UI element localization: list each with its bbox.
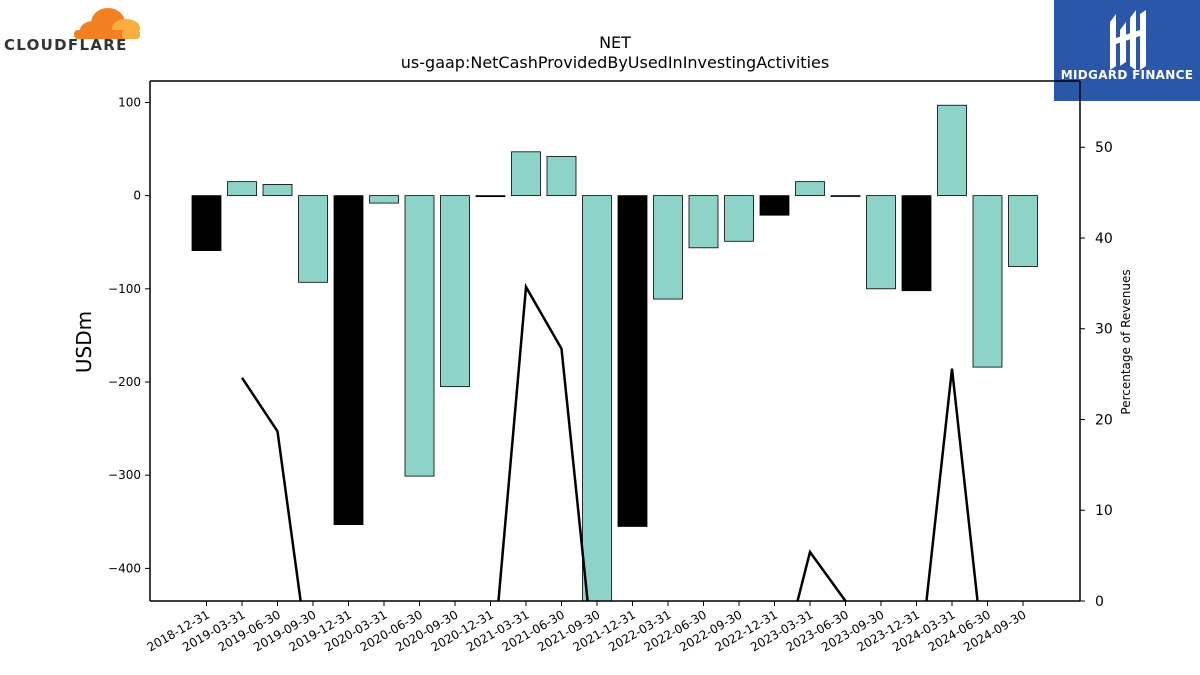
y-tick-label: −300 [108,468,141,482]
y-axis-label: USDm [72,311,96,373]
bar [298,195,328,283]
y-tick-label: 0 [133,189,141,203]
midgard-finance-mark-icon [1054,0,1200,101]
bar [227,181,257,197]
y2-tick-label: 30 [1095,322,1113,338]
bar [546,156,577,197]
bar [404,195,435,477]
y2-tick-label: 10 [1095,503,1113,519]
bar [191,195,222,252]
revenue-percentage-line [240,377,302,601]
bar [653,195,683,300]
bar [830,195,861,198]
y2-tick-label: 20 [1095,412,1113,428]
chart-title: NET [599,33,631,52]
bar [937,104,967,197]
y-tick-label: −100 [108,282,141,296]
bar [617,195,648,527]
cloudflare-wordmark: CLOUDFLARE [4,36,128,54]
y2-tick-label: 50 [1095,140,1113,156]
y2-axis-label: Percentage of Revenues [1119,269,1133,414]
bar [724,195,754,242]
bar [333,195,364,525]
bar [511,151,541,197]
bar [795,181,825,197]
bar [866,195,896,290]
bar [369,195,399,204]
bar [475,195,506,198]
y-tick-label: −200 [108,375,141,389]
midgard-finance-wordmark: MIDGARD FINANCE [1060,68,1194,82]
bar [688,195,719,249]
bar [759,195,790,216]
midgard-finance-logo [1054,0,1200,101]
revenue-percentage-line [925,368,979,601]
y2-tick-label: 0 [1095,594,1104,610]
revenue-percentage-line [497,282,589,601]
bar [972,195,1003,368]
cloudflare-cloud-icon [74,8,140,39]
bar [1008,195,1038,267]
chart-subtitle: us-gaap:NetCashProvidedByUsedInInvesting… [401,53,829,72]
bar [440,195,470,388]
bar [901,195,932,292]
y2-tick-label: 40 [1095,231,1113,247]
y-tick-label: −400 [108,561,141,575]
y-tick-label: 100 [118,95,141,109]
cloudflare-logo [4,4,154,56]
bar [262,184,293,197]
revenue-percentage-line [796,549,847,601]
bar [582,195,612,601]
